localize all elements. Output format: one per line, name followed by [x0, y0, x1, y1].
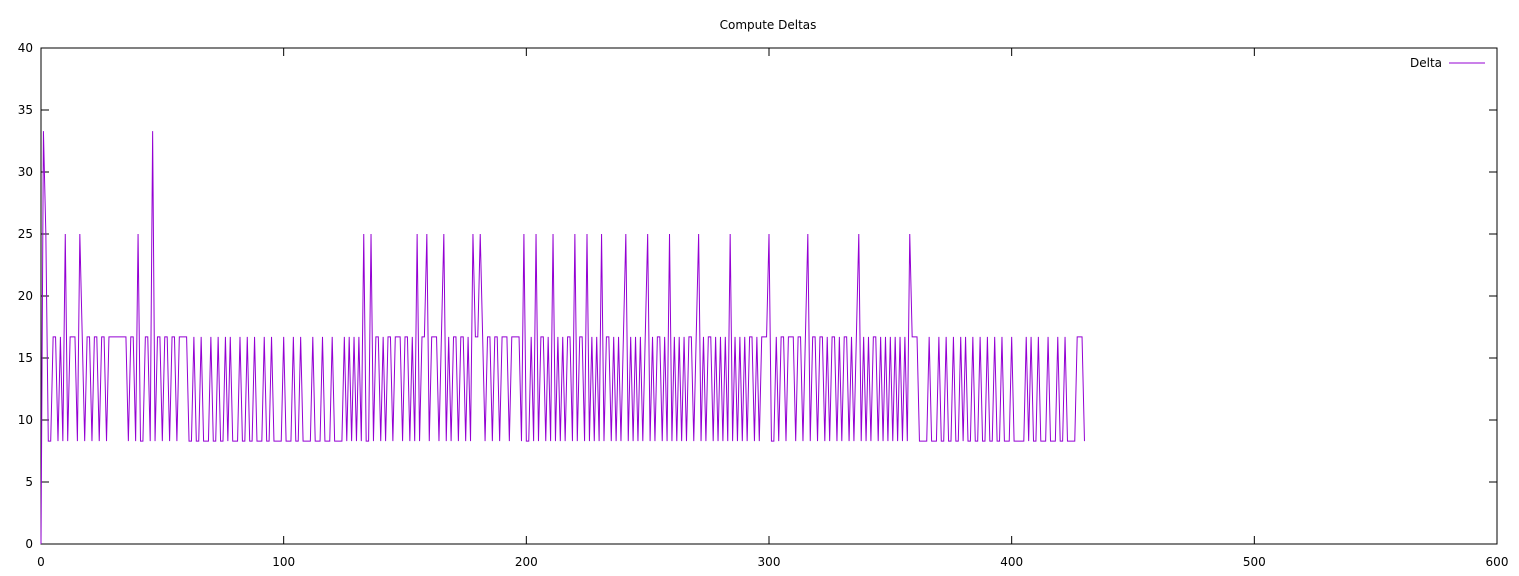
y-tick-label: 0: [25, 537, 33, 551]
legend: Delta: [1410, 56, 1485, 70]
y-tick-label: 40: [18, 41, 33, 55]
x-tick-label: 600: [1486, 555, 1509, 569]
chart-title: Compute Deltas: [720, 18, 817, 32]
x-tick-label: 200: [515, 555, 538, 569]
y-tick-label: 35: [18, 103, 33, 117]
series-group: [40, 131, 1085, 545]
y-tick-label: 20: [18, 289, 33, 303]
series-line-delta: [40, 131, 1085, 545]
y-tick-label: 25: [18, 227, 33, 241]
x-tick-label: 300: [758, 555, 781, 569]
plot-frame: [40, 47, 1498, 545]
x-tick-label: 400: [1000, 555, 1023, 569]
legend-label-delta: Delta: [1410, 56, 1442, 70]
y-tick-label: 15: [18, 351, 33, 365]
y-tick-label: 10: [18, 413, 33, 427]
x-tick-label: 500: [1243, 555, 1266, 569]
y-tick-label: 5: [25, 475, 33, 489]
x-tick-label: 100: [272, 555, 295, 569]
y-tick-label: 30: [18, 165, 33, 179]
x-tick-label: 0: [37, 555, 45, 569]
